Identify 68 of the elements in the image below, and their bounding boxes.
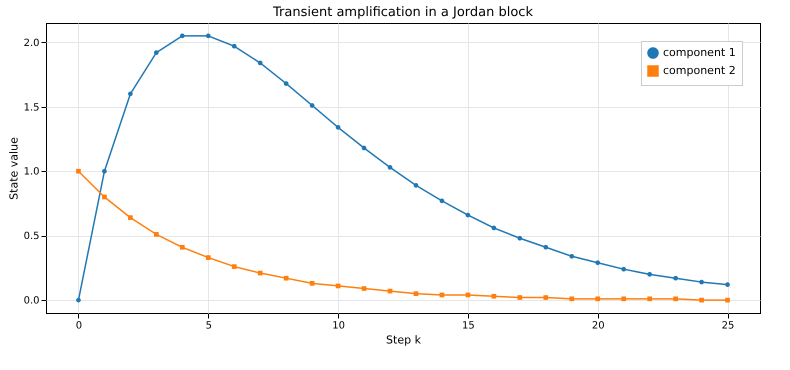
- x-tick-label: 25: [722, 320, 734, 332]
- point: [440, 292, 444, 298]
- point: [673, 296, 678, 302]
- point: [362, 286, 366, 291]
- point: [310, 281, 314, 286]
- point: [258, 270, 263, 276]
- point: [414, 183, 418, 188]
- point: [206, 255, 211, 260]
- point: [595, 260, 600, 266]
- point: [102, 194, 107, 200]
- y-tick-label: 0.5: [24, 231, 40, 242]
- point: [647, 296, 652, 302]
- point: [180, 244, 185, 250]
- point: [128, 215, 133, 220]
- point: [621, 266, 626, 272]
- y-axis-title: State value: [8, 136, 21, 200]
- point: [492, 226, 496, 230]
- y-tick-label: 1.5: [24, 102, 40, 114]
- point: [414, 291, 418, 296]
- x-tick-label: 15: [462, 320, 475, 332]
- point: [569, 254, 574, 259]
- point: [284, 276, 289, 281]
- point: [180, 34, 185, 38]
- point: [466, 212, 470, 218]
- legend-label: component 1: [663, 46, 736, 59]
- point: [647, 272, 652, 277]
- point: [673, 276, 678, 281]
- point: [388, 165, 392, 170]
- point: [232, 264, 237, 269]
- chart-title: Transient amplification in a Jordan block: [272, 5, 534, 20]
- point: [699, 298, 704, 302]
- y-tick-label: 2.0: [24, 38, 40, 49]
- point: [336, 284, 340, 288]
- point: [543, 244, 548, 250]
- point: [492, 294, 496, 299]
- point: [699, 280, 704, 284]
- point: [310, 103, 314, 108]
- point: [232, 44, 237, 49]
- legend-label: component 2: [663, 64, 736, 77]
- point: [258, 60, 263, 66]
- point: [284, 81, 289, 86]
- point: [154, 50, 159, 55]
- point: [569, 296, 574, 302]
- y-tick-label: 0.0: [24, 296, 40, 307]
- point: [466, 292, 470, 298]
- point: [102, 168, 107, 174]
- x-tick-label: 10: [332, 320, 345, 332]
- point: [362, 146, 366, 150]
- point: [595, 296, 600, 302]
- point: [621, 296, 626, 302]
- point: [517, 236, 522, 241]
- y-tick-label: 1.0: [24, 166, 40, 178]
- point: [76, 298, 81, 302]
- point: [154, 232, 159, 237]
- point: [336, 125, 340, 130]
- x-axis-title: Step k: [386, 334, 422, 346]
- x-tick-label: 20: [592, 320, 605, 332]
- point: [517, 295, 522, 300]
- point: [388, 288, 392, 294]
- point: [725, 282, 730, 287]
- point: [76, 168, 81, 174]
- point: [725, 298, 730, 302]
- point: [128, 92, 133, 96]
- point: [440, 198, 444, 204]
- point: [543, 295, 548, 300]
- x-tick-label: 5: [206, 320, 212, 332]
- point: [206, 34, 211, 38]
- x-tick-label: 0: [76, 320, 82, 332]
